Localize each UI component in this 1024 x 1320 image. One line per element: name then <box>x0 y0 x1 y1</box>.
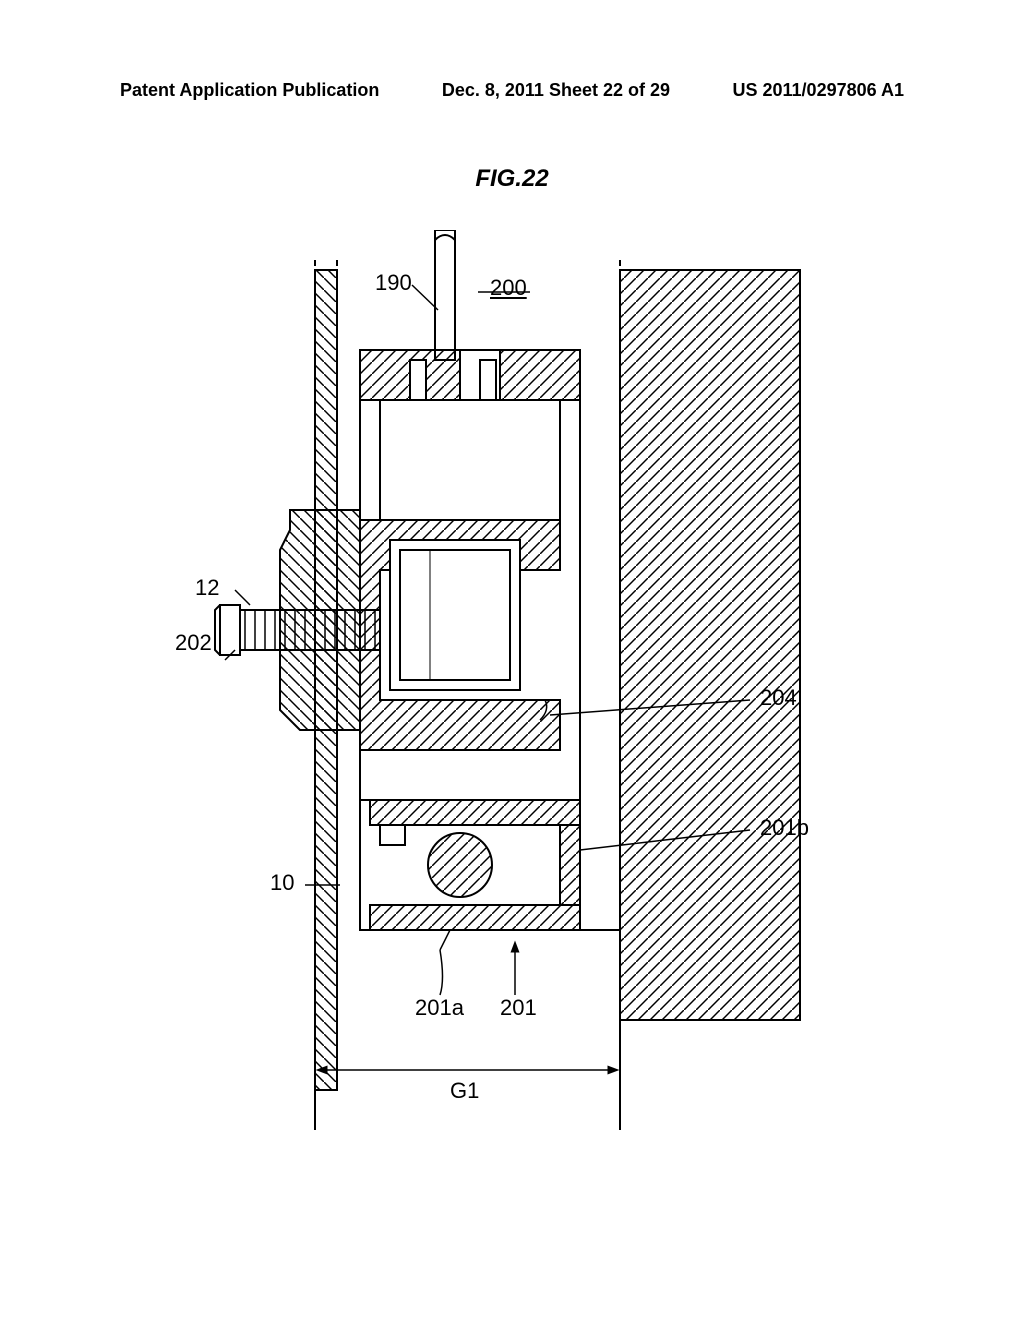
page-header: Patent Application Publication Dec. 8, 2… <box>0 80 1024 101</box>
label-201a: 201a <box>415 995 464 1021</box>
label-g1: G1 <box>450 1078 479 1104</box>
header-center: Dec. 8, 2011 Sheet 22 of 29 <box>442 80 670 101</box>
label-201: 201 <box>500 995 537 1021</box>
header-right: US 2011/0297806 A1 <box>733 80 904 101</box>
label-201b: 201b <box>760 815 809 841</box>
technical-drawing: 190 200 12 202 204 201b 10 201a 201 G1 <box>180 230 860 1130</box>
label-190: 190 <box>375 270 412 296</box>
label-12: 12 <box>195 575 219 601</box>
header-left: Patent Application Publication <box>120 80 379 101</box>
label-202: 202 <box>175 630 212 656</box>
figure-title: FIG.22 <box>0 165 1024 193</box>
label-10: 10 <box>270 870 294 896</box>
label-200: 200 <box>490 275 527 301</box>
label-204: 204 <box>760 685 797 711</box>
